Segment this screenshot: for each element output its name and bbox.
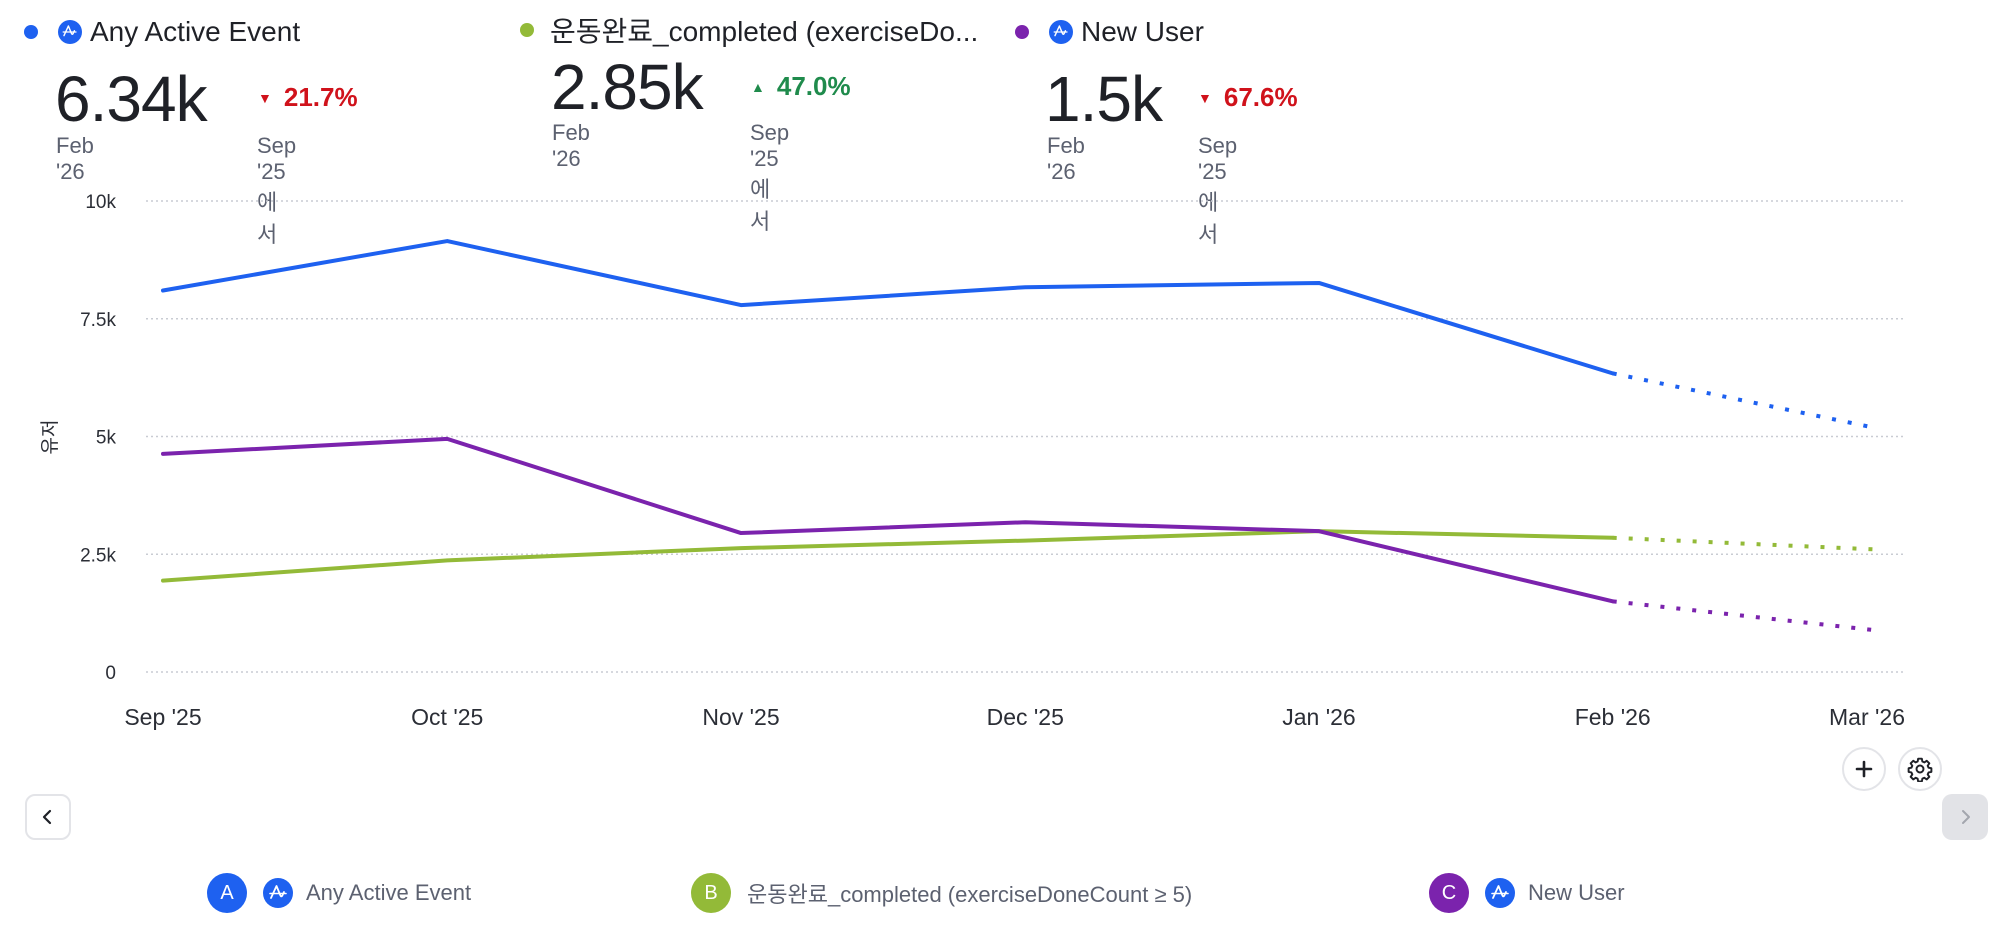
kpi-date: Feb '26 (56, 133, 94, 184)
data-point[interactable] (734, 541, 748, 555)
series-2[interactable] (156, 432, 1885, 638)
data-point[interactable] (156, 447, 170, 461)
trend-down-icon: ▼ (258, 89, 272, 106)
data-point[interactable] (1018, 280, 1032, 294)
series-line[interactable] (161, 239, 1615, 376)
x-tick-label: Oct '25 (411, 704, 483, 730)
data-point[interactable] (1018, 534, 1032, 548)
series-color-dot (520, 23, 534, 37)
gear-icon (1907, 757, 1933, 782)
kpi-value: 2.85k (551, 51, 704, 123)
x-tick-label: Jan '26 (1282, 704, 1355, 730)
kpi-delta-value: 21.7% (283, 82, 358, 112)
data-point[interactable] (440, 432, 454, 446)
series-line-incomplete[interactable] (1612, 599, 1879, 633)
amplitude-event-icon (1049, 20, 1073, 44)
legend-item-new-user[interactable]: C New User (1429, 873, 1625, 913)
y-axis-label: 유저 (39, 420, 61, 455)
y-tick-label: 0 (105, 663, 116, 684)
kpi-comparison-label: Sep '25에서 (1198, 133, 1238, 247)
kpi-header[interactable]: Any Active Event (24, 16, 300, 48)
add-annotation-button[interactable] (1842, 747, 1886, 791)
series-color-dot (1015, 25, 1029, 39)
scroll-right-button[interactable] (1942, 794, 1988, 840)
data-point[interactable] (1871, 421, 1885, 435)
y-tick-label: 10k (85, 192, 116, 213)
data-point[interactable] (1312, 524, 1326, 538)
kpi-delta: ▼ 67.6% (1198, 82, 1298, 113)
line-chart[interactable]: 0 2.5k 5k 7.5k 10k 유저 Sep '25 Oct '25 Nov '25 D… (0, 180, 2008, 740)
series-lines[interactable] (156, 234, 1885, 638)
x-tick-label: Sep '25 (124, 704, 201, 730)
series-badge: B (691, 873, 731, 913)
data-point[interactable] (1312, 276, 1326, 290)
series-line-incomplete[interactable] (1612, 535, 1879, 552)
amplitude-event-icon (1485, 878, 1515, 908)
x-tick-label: Feb '26 (1575, 704, 1651, 730)
series-0[interactable] (156, 234, 1885, 435)
x-tick-label: Mar '26 (1829, 704, 1905, 730)
x-tick-label: Nov '25 (702, 704, 779, 730)
kpi-comparison-label: Sep '25에서 (750, 120, 790, 234)
kpi-header[interactable]: New User (1015, 16, 1204, 48)
data-point[interactable] (1871, 624, 1885, 638)
amplitude-event-icon (263, 878, 293, 908)
y-tick-label: 5k (96, 428, 117, 449)
gridlines (146, 200, 1905, 673)
series-color-dot (24, 25, 38, 39)
kpi-date: Feb '26 (1047, 133, 1085, 184)
data-point[interactable] (1606, 594, 1620, 608)
legend-item-any-active-event[interactable]: A Any Active Event (207, 873, 471, 913)
legend-item-exercise-completed[interactable]: B 운동완료_completed (exerciseDoneCount ≥ 5) (691, 873, 1192, 913)
kpi-delta: ▲ 47.0% (751, 71, 851, 102)
data-point[interactable] (156, 574, 170, 588)
series-1[interactable] (156, 524, 1885, 587)
x-axis-ticks: Sep '25 Oct '25 Nov '25 Dec '25 Jan '26 Feb '… (124, 704, 1905, 730)
plus-icon (1855, 760, 1873, 778)
amplitude-event-icon (58, 20, 82, 44)
chevron-right-icon (1962, 810, 1970, 824)
chart-settings-button[interactable] (1898, 747, 1942, 791)
kpi-delta-value: 67.6% (1223, 82, 1298, 112)
data-point[interactable] (734, 526, 748, 540)
kpi-value: 6.34k (55, 63, 208, 135)
kpi-title: Any Active Event (90, 16, 301, 47)
data-point[interactable] (1871, 543, 1885, 557)
kpi-comparison-label: Sep '25에서 (257, 133, 297, 247)
y-tick-label: 7.5k (80, 310, 116, 331)
series-line[interactable] (161, 529, 1615, 583)
kpi-title: New User (1081, 16, 1204, 47)
kpi-delta-value: 47.0% (776, 71, 851, 101)
kpi-title: 운동완료_completed (exerciseDo... (550, 16, 979, 47)
y-tick-label: 2.5k (80, 545, 116, 566)
data-point[interactable] (440, 553, 454, 567)
kpi-delta: ▼ 21.7% (258, 82, 358, 113)
data-point[interactable] (734, 298, 748, 312)
legend-label: 운동완료_completed (exerciseDoneCount ≥ 5) (747, 882, 1193, 907)
data-point[interactable] (440, 234, 454, 248)
series-line-incomplete[interactable] (1612, 371, 1879, 431)
data-point[interactable] (1018, 515, 1032, 529)
scroll-left-button[interactable] (25, 794, 71, 840)
trend-down-icon: ▼ (1198, 89, 1212, 106)
kpi-header[interactable]: 운동완료_completed (exerciseDo... (520, 10, 978, 50)
series-badge: A (207, 873, 247, 913)
x-tick-label: Dec '25 (987, 704, 1064, 730)
trend-up-icon: ▲ (751, 78, 765, 95)
kpi-date: Feb '26 (552, 120, 590, 171)
data-point[interactable] (156, 283, 170, 297)
legend-label: New User (1528, 880, 1625, 905)
kpi-value: 1.5k (1045, 63, 1163, 135)
series-badge: C (1429, 873, 1469, 913)
data-point[interactable] (1606, 366, 1620, 380)
y-axis-ticks: 0 2.5k 5k 7.5k 10k (80, 192, 116, 684)
legend-label: Any Active Event (306, 880, 472, 905)
data-point[interactable] (1606, 531, 1620, 545)
series-line[interactable] (161, 436, 1615, 604)
chevron-left-icon (42, 809, 52, 825)
